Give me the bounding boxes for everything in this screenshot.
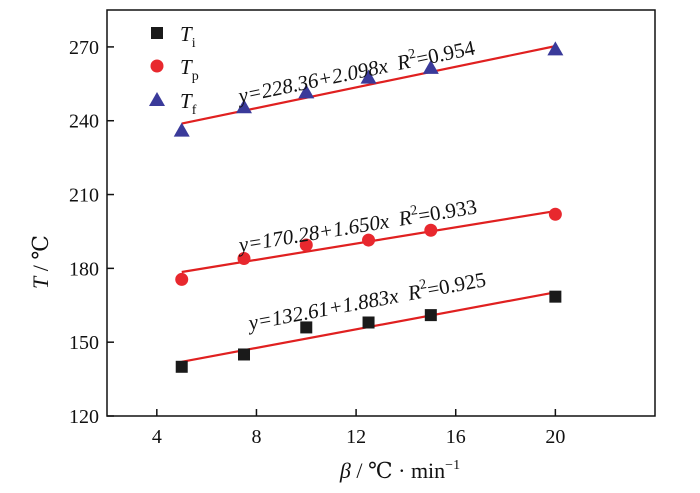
data-point-f bbox=[547, 41, 564, 56]
fit-r2-symbol: R bbox=[394, 49, 413, 75]
legend-label-f: Tf bbox=[180, 89, 197, 118]
x-axis-symbol: β bbox=[339, 458, 351, 483]
data-point-f bbox=[360, 69, 377, 84]
data-point-f bbox=[236, 99, 252, 114]
data-point-i bbox=[549, 290, 562, 303]
legend-marker-i bbox=[151, 27, 163, 39]
y-tick-label: 240 bbox=[69, 111, 99, 133]
data-point-i bbox=[424, 309, 437, 322]
fit-r2-symbol: R bbox=[396, 205, 414, 231]
x-axis-unit-power: −1 bbox=[445, 458, 460, 473]
data-point-p bbox=[548, 207, 562, 221]
legend-marker-p bbox=[150, 59, 164, 73]
x-axis: 4 8 12 16 20 bbox=[152, 409, 565, 448]
y-tick-label: 270 bbox=[69, 37, 99, 59]
legend-subscript: p bbox=[192, 69, 199, 84]
y-tick-label: 210 bbox=[69, 185, 99, 207]
x-tick-label: 8 bbox=[251, 426, 261, 448]
fit-r2-power: 2 bbox=[407, 47, 417, 63]
fit-equation-text: y=228.36+2.098x bbox=[234, 53, 390, 108]
y-axis: 120 150 180 210 240 270 bbox=[69, 37, 114, 428]
x-axis-label: β / ℃ · min−1 bbox=[339, 458, 460, 483]
fit-r2-power: 2 bbox=[409, 203, 418, 219]
y-tick-label: 150 bbox=[69, 332, 99, 354]
y-tick-label: 120 bbox=[69, 406, 99, 428]
y-axis-label: T / ℃ bbox=[28, 235, 53, 289]
fit-equation-p: y=170.28+1.650x R2=0.933 bbox=[235, 193, 479, 257]
y-tick-label: 180 bbox=[69, 258, 99, 280]
data-point-i bbox=[175, 360, 188, 373]
legend-symbol: T bbox=[180, 55, 193, 79]
x-tick-label: 20 bbox=[545, 426, 565, 448]
data-point-p bbox=[299, 238, 313, 252]
data-point-i bbox=[362, 316, 375, 329]
legend-symbol: T bbox=[180, 22, 193, 46]
x-tick-label: 4 bbox=[152, 426, 162, 448]
fit-r2-value: =0.925 bbox=[425, 267, 487, 301]
legend-label-p: Tp bbox=[180, 55, 199, 84]
fit-r2-symbol: R bbox=[405, 279, 423, 305]
legend-subscript: f bbox=[192, 103, 197, 118]
legend-label-i: Ti bbox=[180, 22, 196, 51]
data-point-f bbox=[173, 122, 190, 137]
x-axis-unit: / ℃ · min bbox=[351, 458, 445, 483]
fit-r2-power: 2 bbox=[418, 277, 428, 293]
data-point-p bbox=[362, 233, 376, 247]
data-point-p bbox=[175, 272, 189, 286]
data-point-i bbox=[238, 348, 250, 361]
data-point-f bbox=[298, 84, 315, 99]
fit-equation-f: y=228.36+2.098x R2=0.954 bbox=[234, 34, 477, 108]
legend-subscript: i bbox=[192, 36, 196, 51]
data-point-f bbox=[422, 59, 439, 74]
x-tick-label: 12 bbox=[346, 426, 366, 448]
data-point-p bbox=[424, 223, 438, 237]
x-tick-label: 16 bbox=[446, 426, 466, 448]
fit-r2-value: =0.954 bbox=[414, 35, 477, 71]
legend-symbol: T bbox=[180, 89, 193, 113]
plot-frame bbox=[106, 9, 656, 417]
data-point-i bbox=[300, 321, 313, 334]
plot-layer bbox=[173, 41, 564, 373]
y-axis-unit: / ℃ bbox=[28, 235, 53, 277]
fit-r2-value: =0.933 bbox=[416, 194, 478, 227]
fit-equation-text: y=132.61+1.883x bbox=[245, 283, 401, 335]
data-point-p bbox=[237, 252, 251, 266]
legend-marker-f bbox=[149, 92, 165, 106]
y-axis-symbol: T bbox=[28, 275, 53, 289]
